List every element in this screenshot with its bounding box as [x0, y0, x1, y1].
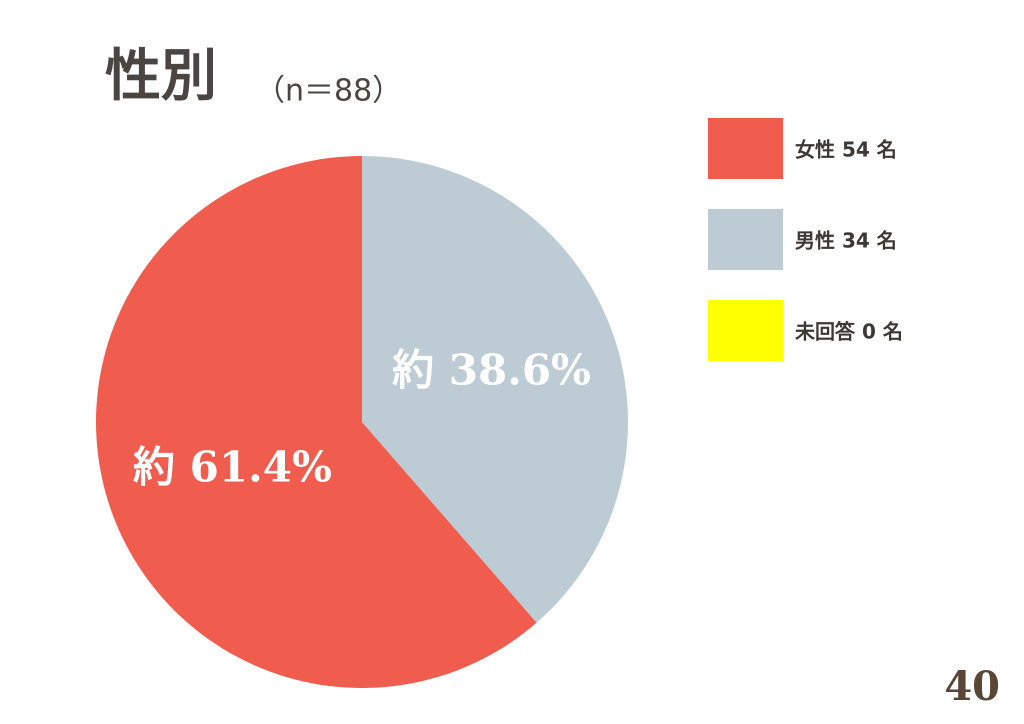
slice-label: 約 61.4% [133, 442, 332, 491]
legend-label: 未回答 0 名 [795, 320, 903, 344]
chart-subtitle: （n＝88） [255, 74, 402, 109]
legend-swatch [708, 209, 783, 270]
slice-label: 約 38.6% [392, 346, 591, 395]
page-number: 40 [944, 663, 1000, 710]
legend-swatch [708, 300, 783, 361]
legend-label: 女性 54 名 [795, 138, 897, 162]
legend-label: 男性 34 名 [795, 229, 897, 253]
legend-swatch [708, 118, 783, 179]
pie-slice [362, 156, 628, 623]
chart-title: 性別 [105, 44, 217, 109]
pie-slice [95, 156, 537, 688]
